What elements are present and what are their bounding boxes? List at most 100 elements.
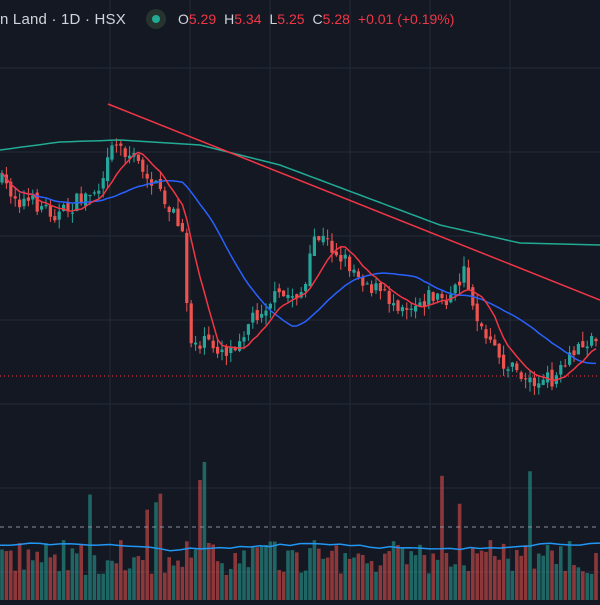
candle-body [502,354,506,369]
volume-bar [44,543,48,600]
volume-bar [519,555,523,600]
candle-body [62,204,66,211]
volume-bar [541,555,545,600]
volume-bar [317,548,321,600]
volume-bar [352,557,356,600]
volume-bar [347,558,352,600]
volume-bar [554,563,559,600]
candle-body [84,193,88,206]
volume-bar [308,548,312,600]
candle-body [35,192,39,212]
volume-bar [158,493,163,600]
volume-bar [493,556,497,600]
ma-red-line [1,151,597,382]
trendline[interactable] [107,103,600,301]
candle-body [585,346,589,349]
volume-bar [471,548,475,600]
candle-body [444,300,448,306]
volume-bar [114,563,119,600]
candle-body [330,240,334,253]
market-status-dot-icon[interactable] [145,9,166,29]
volume-bar [312,540,317,600]
volume-bar [154,502,158,600]
volume-bar [576,567,581,600]
candle-body [475,303,479,322]
volume-bar [237,563,242,600]
volume-bar [61,540,66,600]
volume-bar [66,570,70,600]
candle-body [304,284,308,292]
volume-bar [176,560,180,600]
candle-body [40,206,44,210]
candle-body [290,296,294,298]
candle-body [110,145,114,160]
candle-body [233,348,237,351]
candle-body [312,236,316,256]
volume-bar [515,549,519,600]
volume-bar [88,494,92,600]
volume-bar [0,549,4,600]
high-label: H [224,11,235,27]
candle-body [541,379,545,385]
candle-body [559,365,563,375]
candle-body [88,194,92,197]
candle-body [13,196,17,199]
candle-body [387,290,391,304]
volume-bar [22,569,26,600]
volume-bar [149,573,154,600]
volume-bar [501,543,506,600]
volume-bar [101,573,105,600]
candle-body [493,339,497,346]
volume-bar [594,552,598,600]
candle-body [352,269,356,273]
volume-bar [273,541,277,600]
volume-bar [127,568,132,600]
volume-bar [31,560,35,600]
candle-body [326,238,330,240]
candle-body [546,372,550,383]
candle-body [458,281,462,286]
volume-bar [79,544,83,600]
volume-bar [545,544,550,600]
candle-body [409,308,413,310]
volume-bar [418,544,422,600]
volume-bar [136,556,141,600]
candle-body [22,198,26,207]
volume-bar [233,553,237,600]
candle-body [48,205,52,217]
candle-body [97,190,101,194]
volume-bar [409,551,413,600]
candle-body [220,349,224,353]
volume-bar [435,559,440,600]
candle-body [106,157,110,182]
candle-body [453,284,457,294]
volume-bar [374,571,378,600]
volume-bar [123,570,127,600]
volume-bar [13,570,17,600]
candle-body [488,336,492,340]
low-value: 5.25 [277,11,305,27]
candle-body [405,308,409,310]
candle-body [277,288,281,293]
volume-bar [585,572,589,600]
candle-body [422,301,426,307]
volume-bar [35,551,39,600]
candle-body [361,277,365,286]
candle-body [568,352,572,365]
volume-bar [281,571,286,600]
candle-body [510,362,514,367]
candle-body [167,206,171,213]
candle-body [141,159,145,172]
candle-body [418,302,422,307]
candle-body [282,290,286,297]
candle-body [537,383,541,388]
symbol-title[interactable]: n Land · 1D · HSX [0,10,126,28]
volume-bar [70,548,75,600]
candle-body [427,290,431,305]
candle-body [365,283,369,285]
candle-body [18,199,22,208]
candle-body [524,378,528,380]
